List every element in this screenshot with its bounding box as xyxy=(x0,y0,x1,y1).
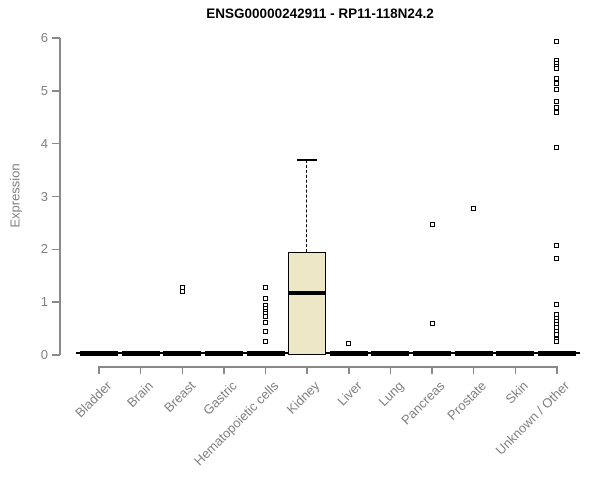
zero-box-bar xyxy=(537,350,576,356)
outlier-point xyxy=(429,320,435,326)
outlier-point xyxy=(554,99,560,105)
outlier-point xyxy=(554,81,560,87)
y-tick-label: 3 xyxy=(40,188,48,204)
x-axis-tick xyxy=(181,366,184,374)
outlier-point xyxy=(263,329,269,335)
x-axis-tick xyxy=(98,366,100,374)
zero-box-bar xyxy=(163,350,202,356)
x-axis-tick xyxy=(348,366,350,374)
zero-box-bar xyxy=(204,350,243,356)
outlier-point xyxy=(263,285,269,291)
y-axis-tick xyxy=(52,37,60,39)
x-tick-label: Pancreas xyxy=(398,378,448,428)
x-tick-label: Bladder xyxy=(72,378,115,421)
zero-box-bar xyxy=(496,350,535,356)
median-line xyxy=(288,291,327,296)
box-iqr xyxy=(288,251,327,356)
chart-title: ENSG00000242911 - RP11-118N24.2 xyxy=(206,6,434,21)
zero-box-bar xyxy=(246,350,285,356)
x-tick-label: Kidney xyxy=(284,378,323,417)
outlier-point xyxy=(554,109,560,115)
x-axis-tick xyxy=(139,366,142,374)
outlier-point xyxy=(429,222,435,227)
x-axis-tick xyxy=(306,366,308,374)
x-tick-label: Brain xyxy=(124,378,157,411)
y-axis-tick xyxy=(52,90,60,92)
x-tick-label: Unknown / Other xyxy=(493,378,573,458)
y-tick-label: 6 xyxy=(40,30,48,45)
outlier-point xyxy=(179,289,185,295)
zero-box-bar xyxy=(371,350,410,356)
zero-box-bar xyxy=(413,350,452,356)
y-axis-tick xyxy=(52,301,60,303)
y-axis-tick xyxy=(52,354,60,356)
x-axis-tick xyxy=(264,366,267,374)
zero-box-bar xyxy=(454,350,493,356)
x-axis-tick xyxy=(514,366,517,374)
y-tick-label: 4 xyxy=(40,135,48,151)
x-tick-label: Prostate xyxy=(444,378,490,423)
x-axis-line xyxy=(99,366,559,368)
y-tick-label: 2 xyxy=(40,241,48,257)
y-axis-tick xyxy=(52,195,60,198)
outlier-point xyxy=(554,65,560,71)
x-axis-tick xyxy=(556,366,558,374)
outlier-point xyxy=(346,341,352,347)
x-axis-tick xyxy=(472,366,475,374)
outlier-point xyxy=(263,320,269,326)
y-tick-label: 5 xyxy=(40,82,48,98)
x-tick-label: Gastric xyxy=(199,378,240,418)
x-tick-label: Skin xyxy=(502,378,531,407)
outlier-point xyxy=(471,206,477,212)
outlier-point xyxy=(554,39,560,45)
x-tick-label: Liver xyxy=(333,378,365,409)
outlier-point xyxy=(554,242,560,248)
y-axis-tick xyxy=(52,142,60,145)
outlier-point xyxy=(263,296,269,302)
y-tick-label: 1 xyxy=(40,294,48,310)
x-axis-tick xyxy=(223,366,225,374)
zero-box-bar xyxy=(329,350,368,356)
zero-box-bar xyxy=(121,350,160,356)
y-axis-tick xyxy=(52,248,60,251)
x-tick-label: Breast xyxy=(160,378,198,416)
outlier-point xyxy=(263,339,269,345)
outlier-point xyxy=(554,104,560,110)
outlier-point xyxy=(554,86,560,92)
y-tick-label: 0 xyxy=(40,347,48,362)
upper-whisker xyxy=(306,159,308,252)
outlier-point xyxy=(554,255,560,261)
outlier-point xyxy=(554,339,560,345)
outlier-point xyxy=(263,314,269,320)
x-axis-tick xyxy=(431,366,433,374)
x-axis-tick xyxy=(389,366,392,374)
outlier-point xyxy=(554,145,560,151)
zero-box-bar xyxy=(80,350,118,356)
outlier-point xyxy=(554,75,560,81)
whisker-cap xyxy=(297,158,318,161)
x-tick-label: Lung xyxy=(375,378,407,410)
outlier-point xyxy=(554,302,560,308)
